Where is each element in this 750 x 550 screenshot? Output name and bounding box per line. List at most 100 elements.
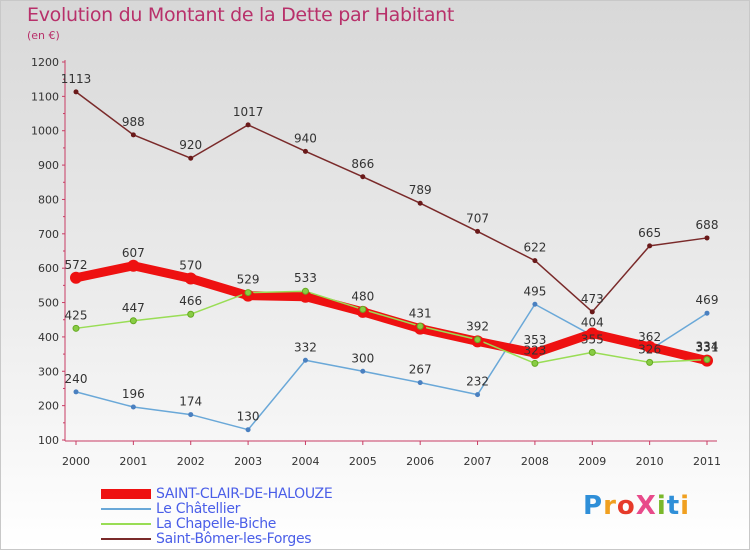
data-label: 1017 [233,105,264,119]
data-point [73,389,79,395]
data-label: 480 [351,289,374,303]
data-point [703,356,711,364]
data-label: 323 [523,343,546,357]
y-tick-label: 800 [38,193,59,206]
legend-label: SAINT-CLAIR-DE-HALOUZE [156,486,333,502]
y-tick-label: 500 [38,297,59,310]
x-tick-label: 2008 [521,455,549,468]
data-label: 392 [466,320,489,334]
y-tick-label: 300 [38,365,59,378]
data-point [127,259,140,272]
data-point [643,340,656,353]
data-point [302,357,308,363]
data-point [360,368,366,374]
data-label: 665 [638,226,661,240]
x-tick-label: 2003 [234,455,262,468]
y-tick-label: 600 [38,262,59,275]
data-point [474,336,482,344]
legend-swatch [101,489,151,499]
data-label: 353 [523,333,546,347]
data-label: 334 [696,340,719,354]
x-tick-label: 2006 [406,455,434,468]
data-point [129,317,137,325]
data-point [417,380,423,386]
data-label: 607 [122,246,145,260]
data-label: 300 [351,351,374,365]
x-tick-label: 2009 [578,455,606,468]
data-point [130,132,136,138]
data-point [704,235,710,241]
data-point [359,305,367,313]
data-label: 622 [523,241,546,255]
data-label: 267 [409,363,432,377]
data-point [417,200,423,206]
data-label: 355 [581,332,604,346]
data-point [302,148,308,154]
data-point [475,392,481,398]
x-tick-label: 2000 [62,455,90,468]
data-label: 240 [65,372,88,386]
data-label: 326 [638,342,661,356]
legend: SAINT-CLAIR-DE-HALOUZE Le Châtellier La … [101,486,401,547]
legend-item: Le Châtellier [101,501,401,517]
data-label: 174 [179,395,202,409]
x-tick-label: 2005 [349,455,377,468]
data-point [646,358,654,366]
x-tick-label: 2001 [119,455,147,468]
data-point [187,310,195,318]
x-tick-label: 2004 [291,455,319,468]
legend-swatch [101,523,151,525]
series-line [75,290,708,365]
data-point [244,289,252,297]
data-point [188,412,194,418]
data-label: 940 [294,131,317,145]
data-label: 362 [638,330,661,344]
legend-item: SAINT-CLAIR-DE-HALOUZE [101,486,401,502]
x-tick-label: 2010 [636,455,664,468]
data-point [528,347,541,360]
legend-label: Saint-Bômer-les-Forges [156,531,312,547]
legend-swatch [101,508,151,510]
data-label: 473 [581,292,604,306]
data-label: 688 [696,218,719,232]
data-label: 431 [409,306,432,320]
data-label: 331 [696,341,719,355]
x-tick-label: 2007 [464,455,492,468]
data-point [588,348,596,356]
y-tick-label: 1000 [31,125,59,138]
data-label: 130 [237,410,260,424]
data-label: 920 [179,138,202,152]
data-label: 988 [122,115,145,129]
data-label: 232 [466,375,489,389]
data-point [184,272,197,285]
data-label: 404 [581,316,604,330]
data-point [72,324,80,332]
legend-item: La Chapelle-Biche [101,516,401,532]
data-point [360,174,366,180]
data-label: 572 [65,258,88,272]
y-tick-label: 400 [38,331,59,344]
data-label: 789 [409,183,432,197]
data-point [531,359,539,367]
data-point [245,122,251,128]
legend-item: Saint-Bômer-les-Forges [101,531,401,547]
data-label: 495 [523,284,546,298]
data-label: 196 [122,387,145,401]
legend-swatch [101,538,151,540]
legend-label: Le Châtellier [156,501,241,517]
chart-title: Evolution du Montant de la Dette par Hab… [27,4,455,26]
x-tick-label: 2002 [177,455,205,468]
series-line [71,261,712,366]
data-point [416,322,424,330]
data-point [188,155,194,161]
data-point [532,258,538,264]
y-tick-label: 1200 [31,56,59,69]
data-point [130,404,136,410]
y-tick-label: 700 [38,228,59,241]
chart-subtitle: (en €) [27,29,60,42]
data-point [704,310,710,316]
data-point [299,290,312,303]
data-label: 1113 [61,72,92,86]
y-tick-label: 1100 [31,90,59,103]
